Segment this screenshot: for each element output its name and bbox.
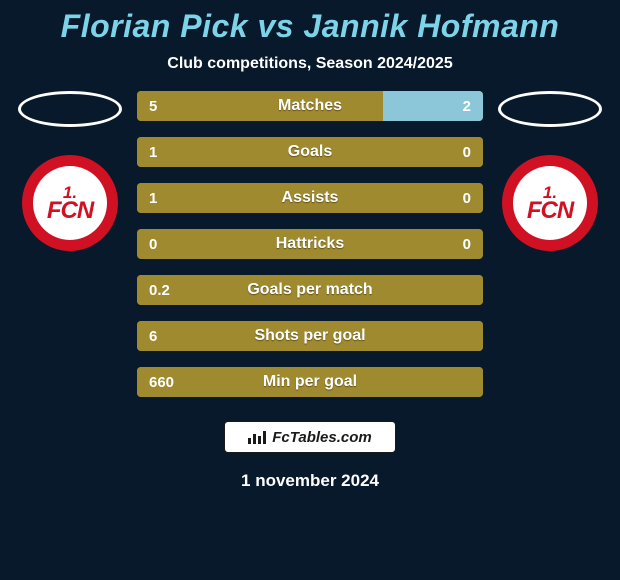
player1-avatar-ellipse: [18, 91, 122, 127]
date-text: 1 november 2024: [0, 471, 620, 491]
stat-bar: 660Min per goal: [137, 367, 483, 397]
right-column: 1. FCN: [497, 91, 603, 251]
bar-label: Goals: [137, 137, 483, 167]
club-logo-line2: FCN: [527, 200, 573, 222]
bar-label: Shots per goal: [137, 321, 483, 351]
stat-bar: 6Shots per goal: [137, 321, 483, 351]
comparison-infographic: Florian Pick vs Jannik Hofmann Club comp…: [0, 0, 620, 580]
bar-label: Goals per match: [137, 275, 483, 305]
player2-name: Jannik Hofmann: [303, 8, 559, 44]
subtitle: Club competitions, Season 2024/2025: [0, 55, 620, 73]
main-row: 1. FCN 52Matches 10Goals 10Assists 00Hattri…: [0, 91, 620, 397]
stat-bar: 10Goals: [137, 137, 483, 167]
club-logo-inner: 1. FCN: [513, 166, 587, 240]
player1-club-logo: 1. FCN: [22, 155, 118, 251]
page-title: Florian Pick vs Jannik Hofmann: [0, 8, 620, 45]
stat-bar: 52Matches: [137, 91, 483, 121]
bar-label: Assists: [137, 183, 483, 213]
player1-name: Florian Pick: [61, 8, 248, 44]
player2-club-logo: 1. FCN: [502, 155, 598, 251]
bar-label: Hattricks: [137, 229, 483, 259]
vs-text: vs: [257, 8, 294, 44]
branding-text: FcTables.com: [272, 429, 371, 446]
bar-label: Matches: [137, 91, 483, 121]
stat-bar: 00Hattricks: [137, 229, 483, 259]
stat-bars: 52Matches 10Goals 10Assists 00Hattricks 0.2G…: [137, 91, 483, 397]
player2-avatar-ellipse: [498, 91, 602, 127]
stat-bar: 10Assists: [137, 183, 483, 213]
bar-label: Min per goal: [137, 367, 483, 397]
club-logo-line2: FCN: [47, 200, 93, 222]
branding-badge: FcTables.com: [224, 421, 396, 453]
stat-bar: 0.2Goals per match: [137, 275, 483, 305]
club-logo-inner: 1. FCN: [33, 166, 107, 240]
bar-chart-icon: [248, 430, 266, 444]
left-column: 1. FCN: [17, 91, 123, 251]
